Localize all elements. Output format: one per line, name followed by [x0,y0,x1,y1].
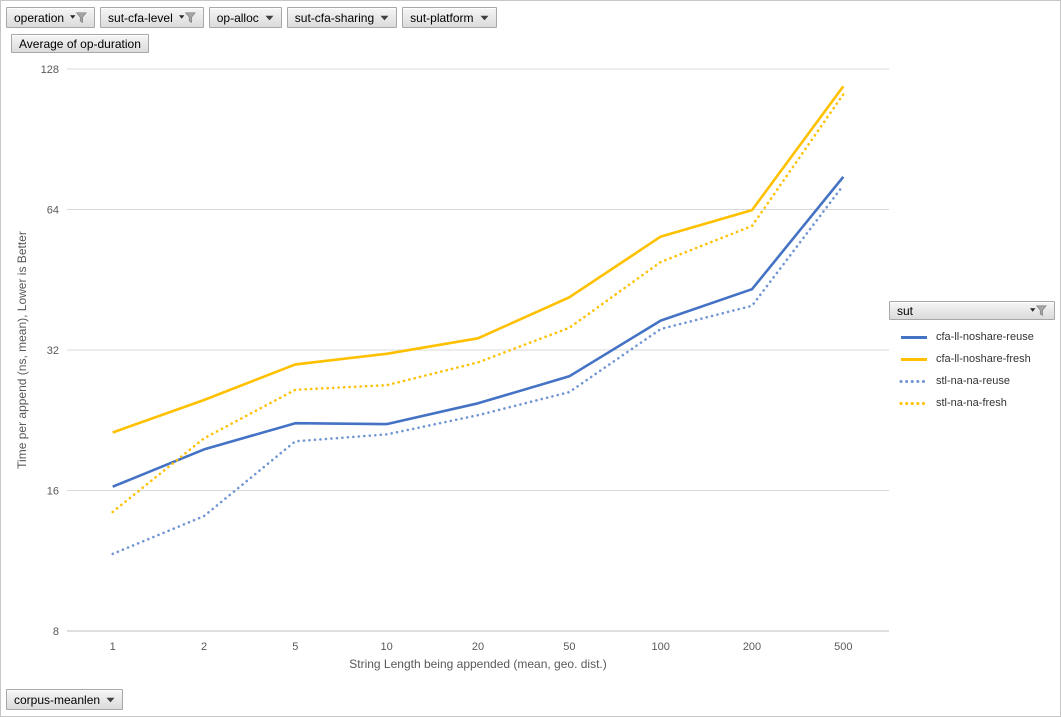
y-tick-label: 16 [47,486,59,498]
filter-field-label: op-alloc [216,10,259,25]
chevron-down-icon [106,697,115,703]
series-line-stl-na-na-fresh [111,93,845,514]
legend-entries: cfa-ll-noshare-reuse cfa-ll-noshare-fresh… [889,320,1055,414]
filter-field-button-op-alloc[interactable]: op-alloc [208,7,282,28]
filter-field-button-sut-cfa-sharing[interactable]: sut-cfa-sharing [286,7,398,28]
series-line-stl-na-na-reuse [111,184,845,556]
legend-sample-line [899,401,929,405]
filter-funnel-icon [1030,305,1047,316]
legend-entry-label: cfa-ll-noshare-fresh [936,353,1031,365]
filter-field-label: sut-cfa-level [108,10,173,25]
value-field-label: Average of op-duration [19,36,141,51]
filter-funnel-icon [178,12,196,23]
y-tick-label: 32 [47,345,59,357]
legend-entry-stl-na-na-reuse: stl-na-na-reuse [899,370,1055,392]
legend-field-button-sut[interactable]: sut [889,301,1055,320]
filter-field-label: sut-platform [410,10,474,25]
x-tick-label: 10 [381,641,393,653]
series-line-cfa-ll-noshare-reuse [112,175,845,488]
legend: sut cfa-ll-noshare-reuse cfa-ll-noshare-f… [889,301,1055,414]
chevron-down-icon [265,15,274,21]
legend-entry-label: cfa-ll-noshare-reuse [936,331,1034,343]
x-tick-label: 500 [834,641,852,653]
y-tick-label: 128 [41,64,59,76]
value-field-button[interactable]: Average of op-duration [11,34,149,53]
x-tick-label: 5 [292,641,298,653]
chevron-down-icon [380,15,389,21]
x-tick-label: 200 [743,641,761,653]
y-axis-title: Time per append (ns, mean), Lower is Bet… [15,231,29,469]
legend-entry-cfa-ll-noshare-fresh: cfa-ll-noshare-fresh [899,348,1055,370]
x-axis-title: String Length being appended (mean, geo.… [349,657,607,671]
filter-field-label: sut-cfa-sharing [294,10,375,25]
top-filter-row: operation sut-cfa-level op-alloc sut-cfa-sh… [6,7,497,28]
y-tick-label: 64 [47,205,59,217]
filter-field-button-operation[interactable]: operation [6,7,96,28]
axis-field-label: corpus-meanlen [14,692,101,707]
axis-field-button-corpus-meanlen[interactable]: corpus-meanlen [6,689,124,710]
filter-field-button-sut-cfa-level[interactable]: sut-cfa-level [100,7,204,28]
x-tick-label: 50 [563,641,575,653]
chevron-down-icon [480,15,489,21]
y-tick-label: 8 [53,626,59,638]
x-tick-label: 1 [110,641,116,653]
legend-entry-cfa-ll-noshare-reuse: cfa-ll-noshare-reuse [899,326,1055,348]
x-tick-label: 100 [651,641,669,653]
legend-entry-stl-na-na-fresh: stl-na-na-fresh [899,392,1055,414]
x-tick-label: 20 [472,641,484,653]
series-line-cfa-ll-noshare-fresh [112,85,845,434]
x-tick-label: 2 [201,641,207,653]
legend-entry-label: stl-na-na-reuse [936,375,1010,387]
filter-field-button-sut-platform[interactable]: sut-platform [402,7,497,28]
legend-entry-label: stl-na-na-fresh [936,397,1007,409]
legend-field-label: sut [897,303,914,318]
legend-sample-line [899,379,929,383]
filter-field-label: operation [14,10,65,25]
legend-sample-line [901,335,927,339]
legend-sample-line [901,357,927,361]
filter-funnel-icon [70,12,87,23]
